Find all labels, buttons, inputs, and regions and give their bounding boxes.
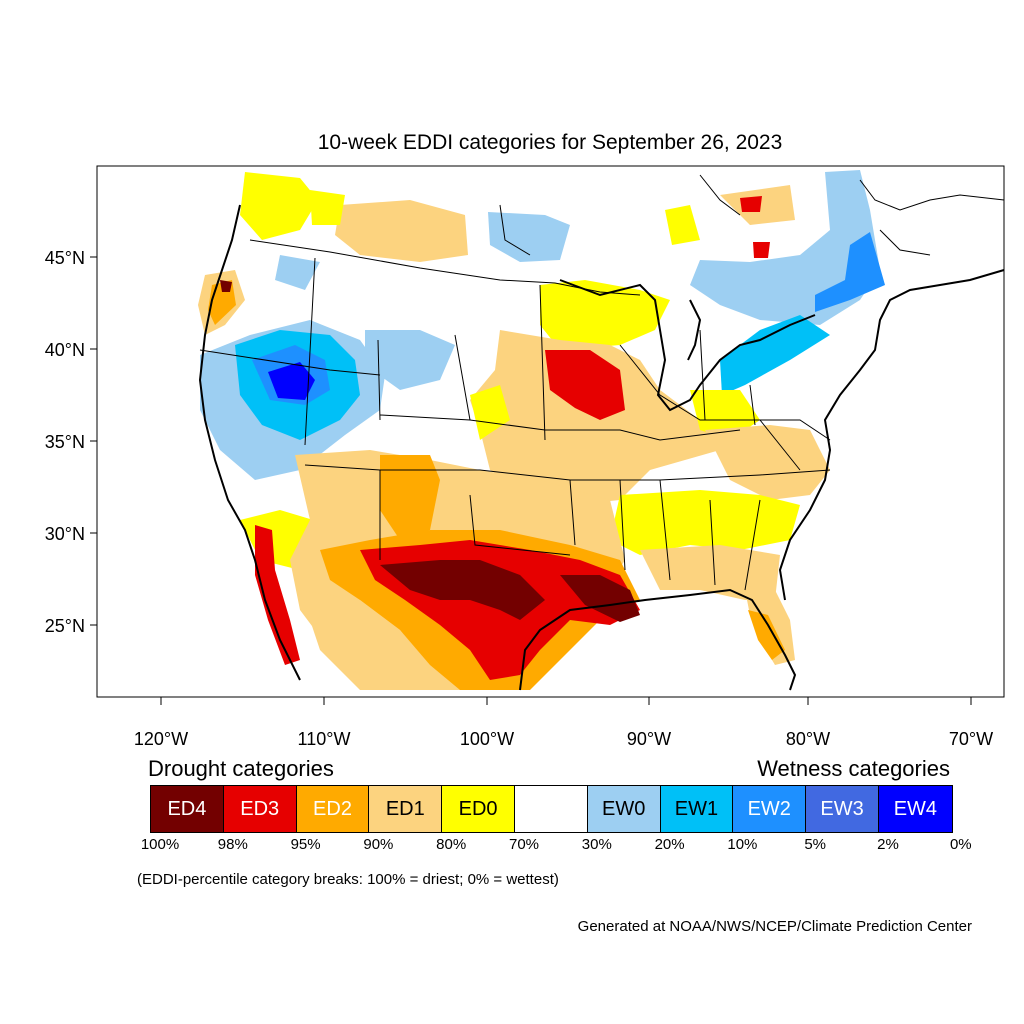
legend-percentile-label: 100% <box>140 836 180 853</box>
legend-box-ew1: EW1 <box>660 786 734 832</box>
field-ed4-texas <box>380 560 545 620</box>
legend-percentile-label: 2% <box>877 836 899 853</box>
field-ew4-basin <box>268 362 315 400</box>
field-ew0-montana <box>275 255 320 290</box>
field-ed4-pnw <box>220 280 232 292</box>
field-ew0-canada-lake <box>488 212 570 262</box>
legend-percentile-label: 80% <box>436 836 467 853</box>
legend-percentile-label: 90% <box>363 836 394 853</box>
legend-box-neutral <box>514 786 588 832</box>
legend-percentile-label: 20% <box>654 836 685 853</box>
field-ed0-canada-central <box>310 190 345 225</box>
legend-wetness-heading: Wetness categories <box>757 756 950 781</box>
lon-label-70: 70°W <box>949 729 993 749</box>
state-lines-west <box>199 257 546 446</box>
axis-ticks <box>90 256 972 705</box>
legend-drought-heading: Drought categories <box>148 756 334 781</box>
great-lakes <box>559 279 816 412</box>
lat-label-35: 35°N <box>45 432 85 452</box>
legend-colorbar: ED4 ED3 ED2 ED1 ED0 EW0 EW1 EW2 EW3 EW4 <box>150 785 953 833</box>
field-ew1-greatlakes <box>720 315 830 395</box>
field-ed3-quebec2 <box>753 242 770 258</box>
category-fields <box>198 170 885 690</box>
legend-percentile-label: 30% <box>581 836 612 853</box>
legend-box-ew3: EW3 <box>806 786 879 832</box>
field-ed3-quebec <box>740 196 762 212</box>
legend-box-ew2: EW2 <box>733 786 807 832</box>
lon-label-120: 120°W <box>134 729 188 749</box>
lon-label-80: 80°W <box>786 729 830 749</box>
legend-percentile-label: 10% <box>727 836 758 853</box>
field-ed0-canada-west <box>240 172 318 240</box>
coastline-gulf <box>519 588 797 691</box>
lat-label-30: 30°N <box>45 524 85 544</box>
field-ed0-southeast <box>610 490 800 555</box>
field-ed0-plains-north <box>540 280 670 350</box>
lon-label-90: 90°W <box>627 729 671 749</box>
legend-box-ed4: ED4 <box>151 786 224 832</box>
legend-box-ed2: ED2 <box>296 786 370 832</box>
legend-box-ed1: ED1 <box>369 786 443 832</box>
legend-percentile-label: 5% <box>804 836 827 853</box>
legend-box-ew4: EW4 <box>878 786 952 832</box>
state-lines-south <box>379 470 761 591</box>
lon-label-110: 110°W <box>298 729 351 749</box>
state-lines-east <box>619 329 831 471</box>
us-canada-border <box>249 239 641 296</box>
lon-label-100: 100°W <box>460 729 514 749</box>
field-ed3-baja <box>255 525 300 665</box>
legend-percentile-label: 98% <box>217 836 248 853</box>
lat-label-45: 45°N <box>45 248 85 268</box>
field-ew2-maine <box>815 232 885 312</box>
legend-percentile-label: 70% <box>508 836 540 853</box>
category-note: (EDDI-percentile category breaks: 100% =… <box>137 871 559 888</box>
field-ed1-gulf <box>640 545 780 600</box>
field-ed2-nm <box>380 455 440 540</box>
legend-percentile-label: 0% <box>949 836 972 853</box>
field-ed3-iowa <box>545 350 625 420</box>
field-ed0-ontario <box>665 205 700 245</box>
field-ed0-midwest-edge <box>470 385 510 440</box>
field-ed4-louisiana <box>560 575 640 622</box>
field-ed2-florida <box>748 610 785 660</box>
credit-line: Generated at NOAA/NWS/NCEP/Climate Predi… <box>577 918 972 935</box>
coastline-east <box>778 269 1005 601</box>
legend-percentile-label: 95% <box>290 836 321 853</box>
legend-box-ed0: ED0 <box>442 786 515 832</box>
canada-lines <box>499 174 1005 256</box>
field-ew0-wyoming <box>365 330 455 390</box>
boundaries <box>198 174 1005 691</box>
lat-label-40: 40°N <box>45 340 85 360</box>
field-ed1-mexico <box>300 590 430 690</box>
legend-box-ed3: ED3 <box>223 786 297 832</box>
map-title: 10-week EDDI categories for September 26… <box>317 131 783 154</box>
coastline-west <box>198 204 301 681</box>
field-ed1-canada-central <box>335 200 468 262</box>
field-ed1-southeast <box>705 425 830 500</box>
lat-label-25: 25°N <box>45 616 85 636</box>
legend-box-ew0: EW0 <box>587 786 661 832</box>
